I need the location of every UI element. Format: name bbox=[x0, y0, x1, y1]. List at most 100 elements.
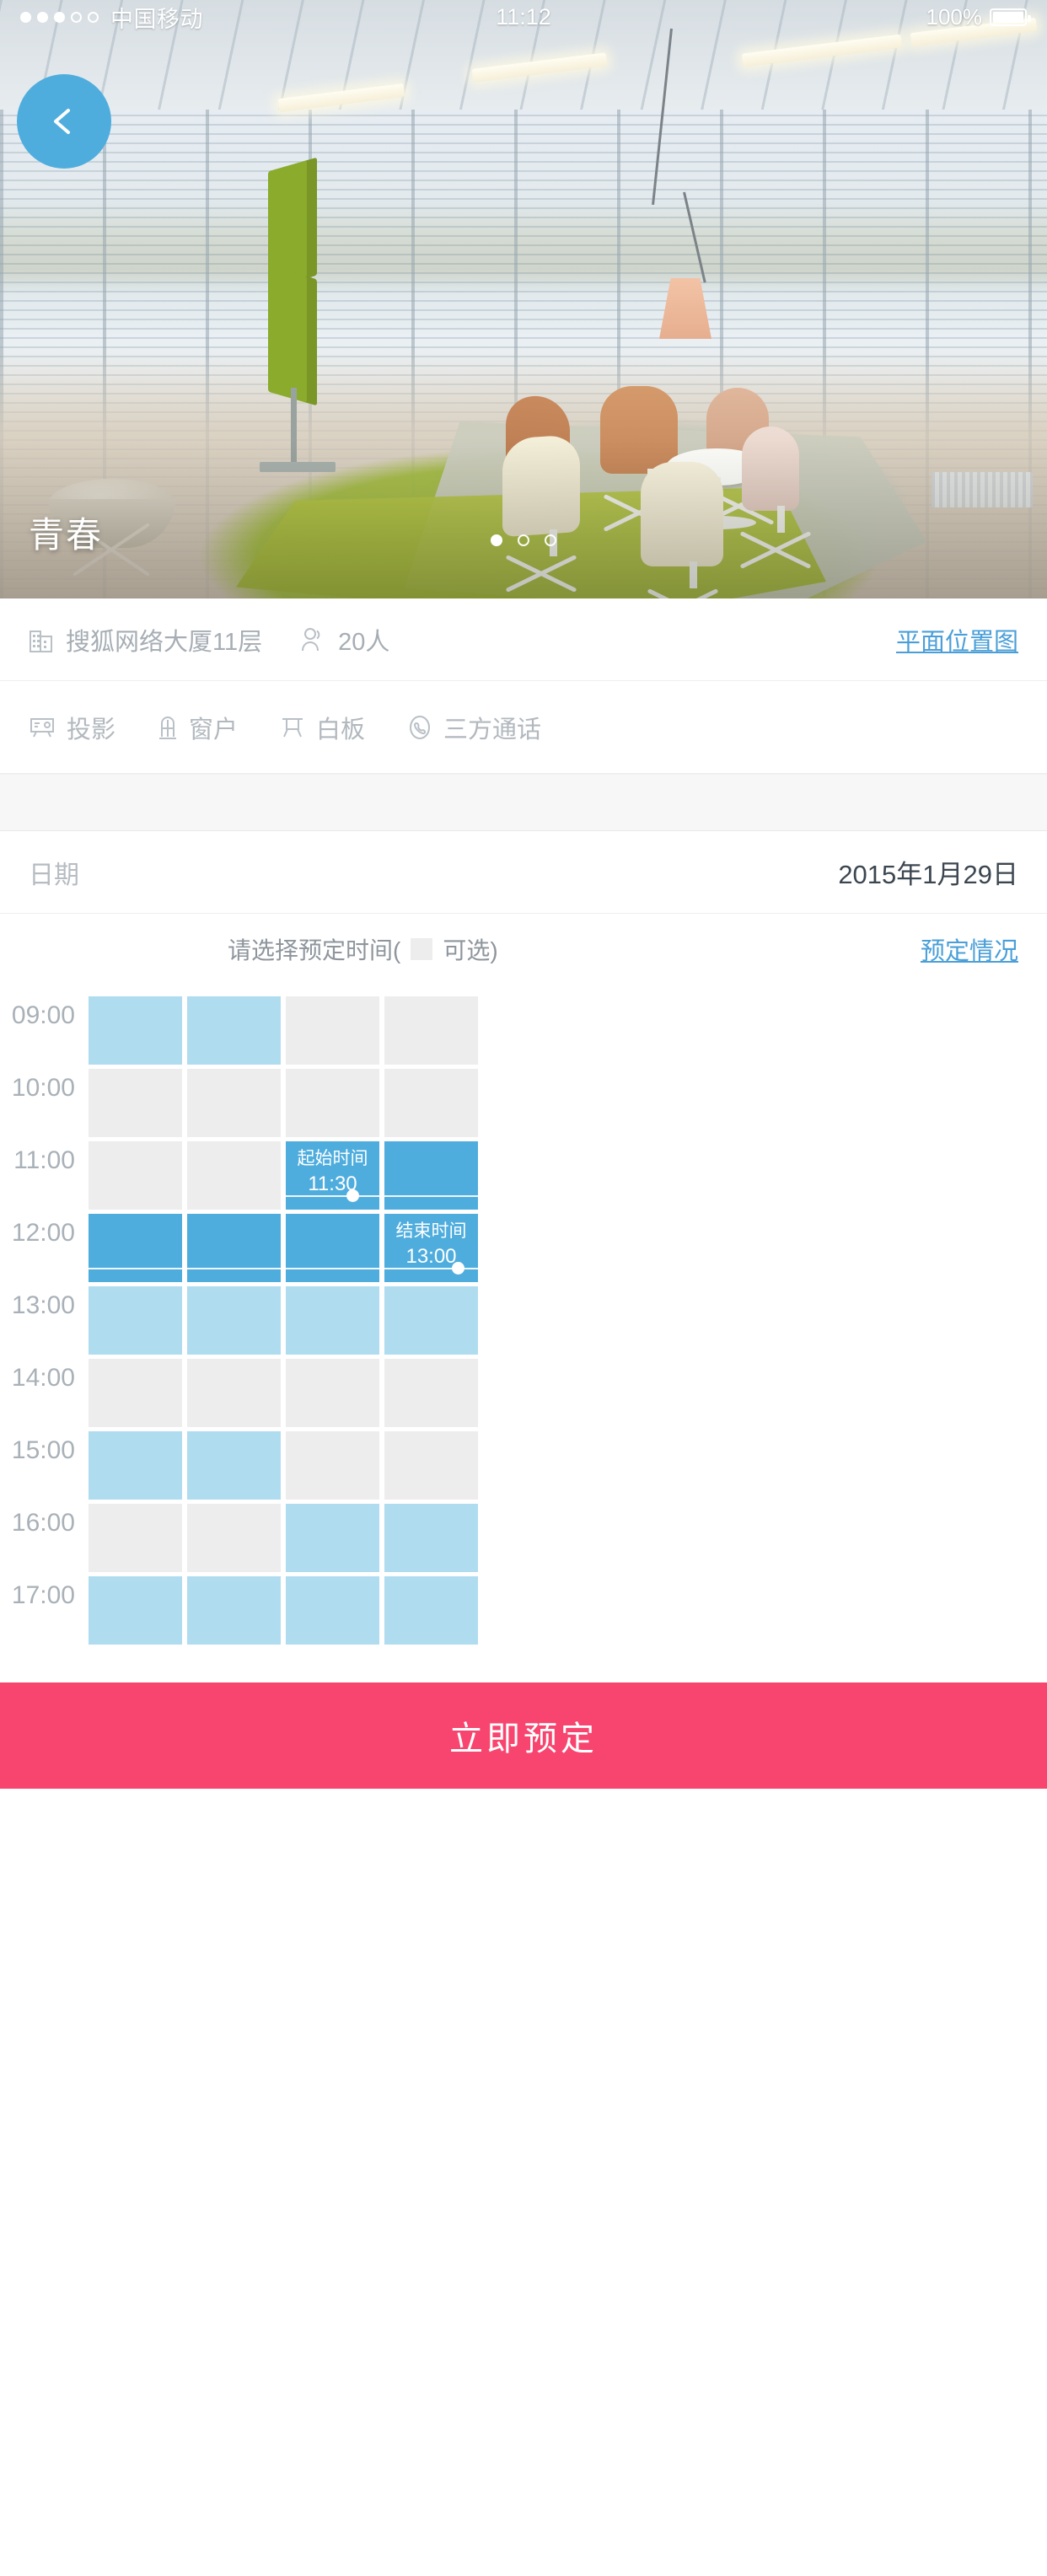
time-slot-cell-free[interactable] bbox=[89, 1069, 182, 1137]
date-row[interactable]: 日期 2015年1月29日 bbox=[0, 831, 1047, 914]
carousel-dots[interactable] bbox=[0, 534, 1047, 546]
phone-call-icon bbox=[407, 715, 432, 740]
time-row-label: 10:00 bbox=[11, 1074, 75, 1102]
battery-percent-label: 100% bbox=[926, 3, 983, 30]
end-time-value: 13:00 bbox=[405, 1244, 457, 1268]
building-icon bbox=[29, 626, 54, 653]
time-slot-cell-sel[interactable] bbox=[187, 1214, 281, 1282]
end-slider-handle[interactable] bbox=[452, 1262, 464, 1275]
time-slot-cell-free[interactable] bbox=[384, 1069, 478, 1137]
time-slot-start-marker[interactable]: 起始时间 11:30 bbox=[286, 1141, 379, 1210]
carousel-dot-1[interactable] bbox=[491, 534, 502, 546]
battery-icon bbox=[990, 8, 1031, 26]
room-info-row: 搜狐网络大厦11层 20人 平面位置图 bbox=[0, 598, 1047, 681]
people-icon bbox=[299, 626, 326, 653]
time-slot-cell-sel[interactable] bbox=[384, 1141, 478, 1210]
time-slot-cell-booked[interactable] bbox=[89, 1286, 182, 1355]
time-slot-cell-sel[interactable] bbox=[89, 1214, 182, 1282]
amenity-label: 投影 bbox=[67, 716, 116, 743]
end-time-label: 结束时间 bbox=[395, 1221, 467, 1241]
time-slot-cell-booked[interactable] bbox=[384, 1504, 478, 1572]
time-row-label: 15:00 bbox=[11, 1436, 75, 1464]
section-divider bbox=[0, 774, 1047, 831]
time-slot-cell-free[interactable] bbox=[384, 1359, 478, 1427]
time-slot-cell-free[interactable] bbox=[384, 996, 478, 1065]
radiator-decor bbox=[932, 472, 1033, 507]
amenities-row: 投影 窗户 白板 bbox=[0, 681, 1047, 774]
time-slot-cell-free[interactable] bbox=[286, 1069, 379, 1137]
amenity-label: 白板 bbox=[316, 716, 366, 743]
date-value[interactable]: 2015年1月29日 bbox=[838, 860, 1018, 889]
time-slot-cell-free[interactable] bbox=[286, 1431, 379, 1500]
back-button[interactable] bbox=[17, 74, 111, 169]
time-slot-cell-free[interactable] bbox=[187, 1141, 281, 1210]
time-slot-cells bbox=[89, 1504, 478, 1572]
time-slot-cells bbox=[89, 1069, 478, 1137]
capacity-label: 20人 bbox=[338, 628, 390, 656]
room-name: 青春 bbox=[29, 515, 104, 555]
time-slot-cell-booked[interactable] bbox=[89, 1576, 182, 1645]
green-sculpture-decor bbox=[253, 157, 346, 406]
time-slot-row: 16:00 bbox=[0, 1504, 1047, 1576]
time-slot-cell-booked[interactable] bbox=[187, 1286, 281, 1355]
time-slot-cell-booked[interactable] bbox=[286, 1286, 379, 1355]
time-slot-cell-free[interactable] bbox=[187, 1504, 281, 1572]
selection-rail bbox=[187, 1268, 281, 1269]
projector-icon bbox=[29, 716, 56, 739]
time-slot-cell-free[interactable] bbox=[286, 1359, 379, 1427]
start-slider-rail[interactable] bbox=[286, 1195, 379, 1197]
time-row-label: 14:00 bbox=[11, 1364, 75, 1392]
time-slot-cell-booked[interactable] bbox=[384, 1576, 478, 1645]
time-slot-cell-free[interactable] bbox=[187, 1069, 281, 1137]
end-time-text: 结束时间 13:00 bbox=[384, 1221, 478, 1269]
time-slot-cells bbox=[89, 1431, 478, 1500]
room-photo-carousel[interactable]: 中国移动 11:12 100% 青春 bbox=[0, 0, 1047, 598]
time-slot-cell-free[interactable] bbox=[286, 996, 379, 1065]
room-capacity: 20人 bbox=[299, 622, 389, 657]
time-slot-cells bbox=[89, 1286, 478, 1355]
time-slot-row: 14:00 bbox=[0, 1359, 1047, 1431]
time-slot-cell-booked[interactable] bbox=[89, 996, 182, 1065]
whiteboard-icon bbox=[280, 716, 305, 739]
carousel-dot-2[interactable] bbox=[518, 534, 529, 546]
sculpture-base-decor bbox=[260, 462, 336, 472]
time-slot-cell-booked[interactable] bbox=[384, 1286, 478, 1355]
time-slot-cell-free[interactable] bbox=[89, 1504, 182, 1572]
time-slot-cell-free[interactable] bbox=[384, 1431, 478, 1500]
carousel-dot-3[interactable] bbox=[545, 534, 556, 546]
time-slot-row: 15:00 bbox=[0, 1431, 1047, 1504]
window-icon bbox=[158, 715, 178, 740]
date-label: 日期 bbox=[29, 861, 79, 889]
time-slot-cell-booked[interactable] bbox=[89, 1431, 182, 1500]
book-now-button[interactable]: 立即预定 bbox=[0, 1682, 1047, 1789]
time-slot-end-marker[interactable]: 结束时间 13:00 bbox=[384, 1214, 478, 1282]
time-slot-cell-free[interactable] bbox=[187, 1359, 281, 1427]
carrier-label: 中国移动 bbox=[110, 6, 203, 32]
time-slot-cell-free[interactable] bbox=[89, 1141, 182, 1210]
time-row-label: 11:00 bbox=[13, 1146, 75, 1174]
time-slot-cell-booked[interactable] bbox=[187, 1431, 281, 1500]
status-time: 11:12 bbox=[496, 3, 551, 30]
picker-header: 请选择预定时间( 可选) 预定情况 bbox=[0, 914, 1047, 985]
room-location: 搜狐网络大厦11层 bbox=[29, 622, 262, 657]
time-slot-cell-booked[interactable] bbox=[286, 1504, 379, 1572]
time-slot-cell-booked[interactable] bbox=[286, 1576, 379, 1645]
ceiling-decor bbox=[0, 0, 1047, 113]
time-slot-cells: 结束时间 13:00 bbox=[89, 1214, 478, 1282]
time-slot-row: 11:00 起始时间 11:30 bbox=[0, 1141, 1047, 1214]
time-row-label: 12:00 bbox=[11, 1219, 75, 1247]
time-slot-cell-free[interactable] bbox=[89, 1359, 182, 1427]
end-slider-rail[interactable] bbox=[384, 1268, 478, 1269]
time-slot-row: 10:00 bbox=[0, 1069, 1047, 1141]
start-slider-handle[interactable] bbox=[346, 1189, 359, 1202]
floorplan-link[interactable]: 平面位置图 bbox=[895, 628, 1018, 656]
time-slot-cell-booked[interactable] bbox=[187, 1576, 281, 1645]
picker-hint: 请选择预定时间( 可选) bbox=[228, 932, 498, 966]
time-slot-cell-booked[interactable] bbox=[187, 996, 281, 1065]
selection-rail bbox=[384, 1195, 478, 1197]
amenity-label: 窗户 bbox=[189, 716, 239, 743]
time-slot-grid[interactable]: 09:00 10:00 11:00 起始时间 11:30 12:00 结束时间 13:00 13… bbox=[0, 985, 1047, 1682]
time-slot-cell-sel[interactable] bbox=[286, 1214, 379, 1282]
sculpture-pole-decor bbox=[291, 388, 297, 468]
booking-status-link[interactable]: 预定情况 bbox=[920, 938, 1018, 965]
